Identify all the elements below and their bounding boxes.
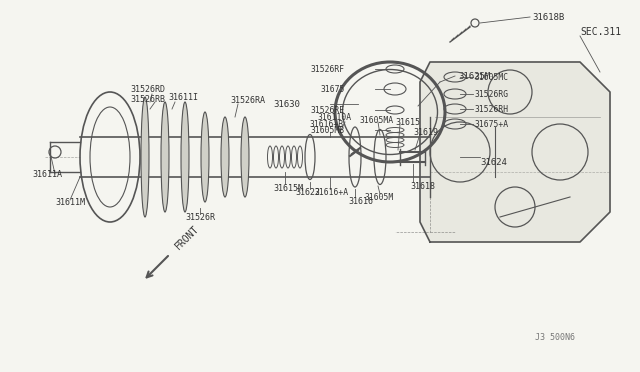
Text: 31619: 31619	[413, 128, 438, 137]
Text: FRONT: FRONT	[173, 223, 201, 251]
Text: 31630: 31630	[273, 99, 300, 109]
Text: 31526RG: 31526RG	[475, 90, 509, 99]
Text: 31618B: 31618B	[532, 13, 564, 22]
Text: 31526RH: 31526RH	[475, 105, 509, 113]
Polygon shape	[420, 62, 610, 242]
Text: 31605M: 31605M	[365, 192, 394, 202]
Ellipse shape	[161, 102, 169, 212]
Text: 31526RB: 31526RB	[130, 94, 165, 103]
Text: 316110A: 316110A	[318, 112, 352, 122]
Text: 31526RE: 31526RE	[311, 106, 345, 115]
Text: 31611I: 31611I	[168, 93, 198, 102]
Text: 31526RF: 31526RF	[311, 64, 345, 74]
Text: 31616+B: 31616+B	[310, 119, 344, 128]
Ellipse shape	[181, 102, 189, 212]
Text: 31605MA: 31605MA	[360, 115, 394, 125]
Text: J3 500N6: J3 500N6	[535, 333, 575, 341]
Text: SEC.311: SEC.311	[580, 27, 621, 37]
Text: 31526R: 31526R	[185, 212, 215, 221]
Ellipse shape	[221, 117, 229, 197]
Ellipse shape	[241, 117, 249, 197]
Text: 31622: 31622	[295, 187, 320, 196]
Ellipse shape	[201, 112, 209, 202]
Text: 31526RD: 31526RD	[130, 84, 165, 93]
Text: 31675+A: 31675+A	[475, 119, 509, 128]
Text: 31605MC: 31605MC	[475, 73, 509, 81]
Text: 31611M: 31611M	[55, 198, 85, 206]
Text: 31624: 31624	[480, 157, 507, 167]
Text: 31618: 31618	[410, 182, 435, 190]
Text: 31625M: 31625M	[458, 71, 490, 80]
Text: 31616: 31616	[348, 196, 373, 205]
Text: 31611A: 31611A	[32, 170, 62, 179]
Text: 31615: 31615	[395, 118, 420, 126]
Text: 31605MB: 31605MB	[311, 125, 345, 135]
Text: 31526RA: 31526RA	[230, 96, 265, 105]
Ellipse shape	[141, 97, 149, 217]
Text: 31616+A: 31616+A	[315, 187, 349, 196]
Text: 31675: 31675	[321, 84, 345, 93]
Text: 31615M: 31615M	[273, 183, 303, 192]
